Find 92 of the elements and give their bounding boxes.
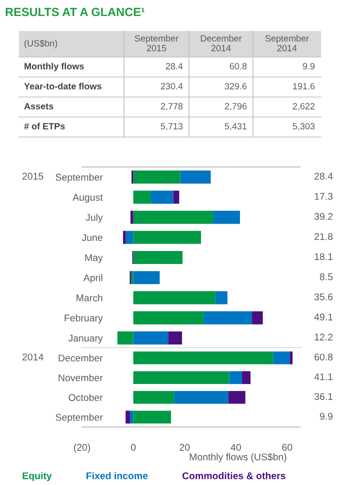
text: 191.6 bbox=[293, 83, 315, 90]
bar bbox=[133, 271, 160, 284]
bar bbox=[130, 410, 134, 424]
y-tick-label: April bbox=[83, 274, 102, 284]
text: 21.8 bbox=[314, 233, 333, 240]
text: 41.1 bbox=[314, 373, 333, 380]
bar bbox=[180, 170, 211, 184]
bar bbox=[229, 371, 242, 384]
text: 2015 bbox=[22, 172, 44, 180]
text: 230.4 bbox=[160, 83, 183, 90]
x-tick-label: 20 bbox=[180, 444, 190, 451]
y-tick-label: November bbox=[58, 374, 103, 382]
bar bbox=[290, 351, 293, 364]
text: Equity bbox=[22, 472, 52, 482]
text: 28.4 bbox=[314, 172, 333, 180]
text: 17.3 bbox=[314, 192, 333, 200]
category-label: (US$bn) bbox=[24, 40, 58, 48]
bar bbox=[117, 331, 134, 344]
bar bbox=[273, 351, 290, 364]
y-tick-label: July bbox=[86, 214, 103, 223]
text: 2,622 bbox=[292, 103, 315, 110]
bar bbox=[252, 311, 263, 324]
text: 2,796 bbox=[224, 103, 247, 110]
text: 39.2 bbox=[314, 213, 333, 220]
bar bbox=[228, 390, 246, 404]
y-tick-label: June bbox=[82, 234, 102, 242]
y-tick-label: September bbox=[56, 414, 103, 423]
category-label: Monthly flows bbox=[24, 62, 84, 72]
bar bbox=[133, 390, 174, 404]
text: Commodities & others bbox=[182, 472, 286, 480]
x-tick-label: 40 bbox=[230, 444, 241, 451]
text: 329.6 bbox=[224, 83, 247, 90]
text: 5,303 bbox=[292, 123, 315, 130]
category-label: September 2014 bbox=[265, 34, 309, 52]
text: 9.9 bbox=[320, 412, 333, 420]
bar bbox=[133, 210, 214, 224]
y-tick-label: October bbox=[68, 394, 103, 401]
x-tick-label: 60 bbox=[282, 444, 292, 451]
bar bbox=[133, 331, 168, 344]
text: 28.4 bbox=[166, 63, 183, 70]
text: 60.8 bbox=[314, 354, 333, 360]
bar bbox=[133, 410, 171, 424]
bar bbox=[213, 210, 240, 224]
bar bbox=[133, 291, 216, 304]
category-label: December 2014 bbox=[200, 34, 242, 52]
bar bbox=[168, 331, 182, 344]
text: 8.5 bbox=[320, 273, 333, 280]
bar bbox=[133, 230, 201, 244]
bar bbox=[133, 371, 230, 384]
category-label: Year-to-date flows bbox=[24, 82, 102, 90]
bar bbox=[133, 311, 204, 324]
text: 5,431 bbox=[224, 123, 247, 130]
y-tick-label: August bbox=[72, 194, 103, 203]
bar bbox=[133, 170, 180, 184]
text: Fixed income bbox=[86, 472, 148, 480]
bar bbox=[123, 230, 126, 244]
text: 2014 bbox=[22, 354, 44, 360]
y-tick-label: January bbox=[68, 334, 103, 344]
text: 2,778 bbox=[160, 103, 183, 110]
text: 60.8 bbox=[230, 63, 247, 70]
bar bbox=[133, 190, 151, 204]
y-tick-label: December bbox=[58, 354, 103, 362]
bar bbox=[130, 210, 134, 224]
y-tick-label: September bbox=[56, 174, 103, 183]
bar bbox=[130, 271, 134, 284]
bar bbox=[150, 190, 174, 204]
text: 49.1 bbox=[314, 314, 333, 320]
bar bbox=[133, 351, 274, 364]
x-axis-title: Monthly flows (US$bn) bbox=[190, 453, 286, 462]
y-tick-label: February bbox=[64, 314, 103, 324]
text: 12.2 bbox=[314, 334, 333, 340]
bar bbox=[242, 371, 250, 384]
y-tick-label: March bbox=[76, 294, 102, 302]
category-label: Assets bbox=[24, 103, 54, 110]
bar bbox=[204, 311, 252, 324]
x-tick-label: 0 bbox=[130, 444, 136, 451]
text: 35.6 bbox=[314, 293, 333, 300]
bar bbox=[216, 291, 228, 304]
bar bbox=[173, 190, 180, 204]
bar bbox=[126, 410, 130, 424]
text: 36.1 bbox=[314, 393, 333, 400]
category-label: September 2015 bbox=[134, 34, 178, 52]
text: RESULTS AT A GLANCE¹ bbox=[6, 8, 145, 16]
y-tick-label: May bbox=[85, 254, 103, 264]
text: 5,713 bbox=[160, 123, 183, 130]
text: 9.9 bbox=[302, 63, 315, 70]
text: 18.1 bbox=[314, 253, 333, 260]
bar bbox=[126, 230, 134, 244]
x-tick-label: (20) bbox=[74, 444, 90, 453]
category-label: # of ETPs bbox=[24, 122, 65, 130]
bar bbox=[133, 250, 183, 264]
bar bbox=[174, 390, 228, 404]
